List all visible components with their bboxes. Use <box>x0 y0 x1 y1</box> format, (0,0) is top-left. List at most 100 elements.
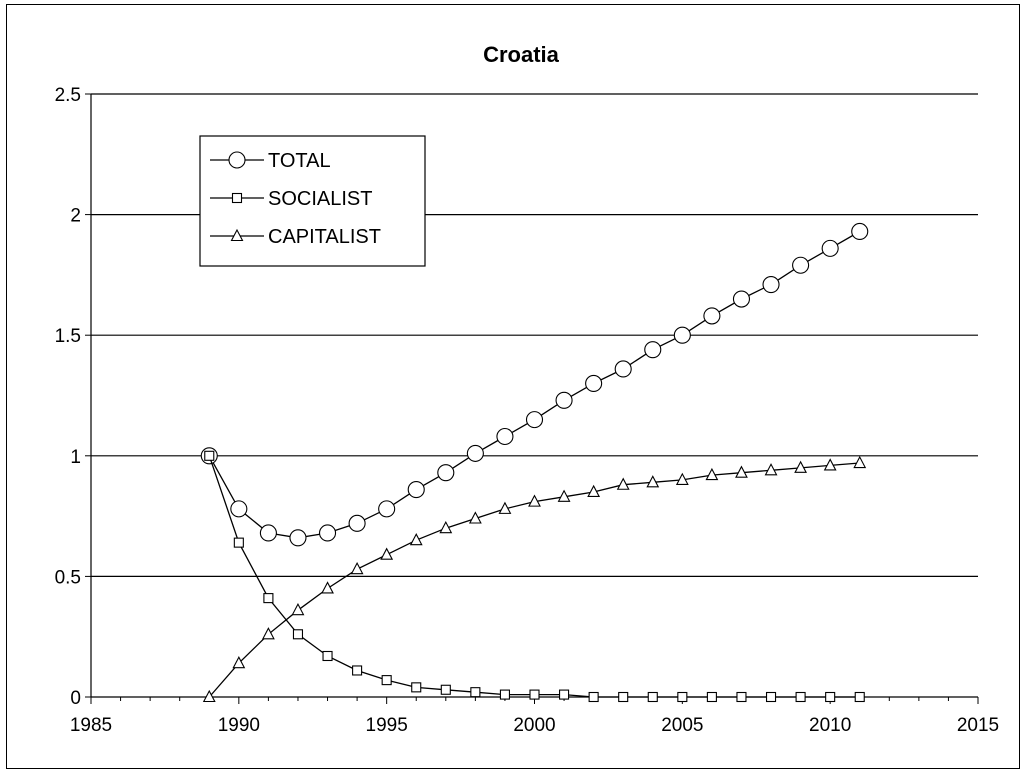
x-tick-label: 2015 <box>957 715 999 736</box>
data-point <box>318 524 337 542</box>
series-capitalist <box>202 455 867 703</box>
series-line <box>208 230 861 539</box>
data-point <box>322 650 333 662</box>
data-point <box>292 629 304 640</box>
data-point <box>525 411 544 429</box>
data-point <box>644 341 662 359</box>
axes: 0 0.5 1 1.5 2 2.5 1985 1990 1995 2000 2005 2010 2015 <box>55 85 1000 736</box>
data-point <box>555 391 573 409</box>
data-point <box>706 691 717 703</box>
legend-marker <box>230 228 244 242</box>
x-tick-label: 2010 <box>809 715 851 736</box>
data-point <box>703 307 721 325</box>
data-point <box>825 691 836 703</box>
data-point <box>350 561 364 575</box>
legend-marker <box>228 151 246 169</box>
y-tick-label: 0 <box>70 688 81 709</box>
data-point <box>321 581 334 594</box>
data-point <box>614 360 632 378</box>
data-point <box>378 500 396 518</box>
data-point <box>409 533 423 546</box>
legend-marker <box>231 192 243 204</box>
data-point <box>380 547 394 560</box>
data-point <box>588 691 599 703</box>
y-tick-label: 1.5 <box>55 326 81 347</box>
data-point <box>259 524 277 542</box>
data-point <box>762 275 780 294</box>
data-point <box>765 691 777 703</box>
data-point <box>677 691 688 703</box>
data-point <box>673 326 691 344</box>
data-point <box>528 494 541 507</box>
legend: TOTAL SOCIALIST CAPITALIST <box>199 135 426 267</box>
data-point <box>764 463 778 476</box>
y-tick-label: 1 <box>70 447 81 468</box>
y-tick-label: 2 <box>70 206 81 227</box>
data-point <box>732 290 751 308</box>
legend-item: CAPITALIST <box>210 226 381 248</box>
data-point <box>735 465 748 478</box>
legend-label: SOCIALIST <box>268 188 372 210</box>
series-socialist <box>204 450 865 703</box>
data-point <box>792 256 810 274</box>
data-point <box>559 689 570 700</box>
data-point <box>647 691 658 703</box>
y-tick-label: 2.5 <box>55 85 81 106</box>
data-point <box>381 675 392 686</box>
data-point <box>263 593 274 604</box>
chart-title: Croatia <box>483 42 560 67</box>
data-point <box>498 501 512 514</box>
y-tick-label: 0.5 <box>55 567 81 588</box>
data-point <box>352 665 363 676</box>
data-point <box>557 489 571 502</box>
data-point <box>440 684 451 695</box>
legend-label: CAPITALIST <box>268 226 381 248</box>
data-point <box>821 239 839 257</box>
data-point <box>466 444 484 462</box>
data-point <box>289 529 307 547</box>
data-point <box>261 627 275 640</box>
chart-frame <box>6 4 1020 769</box>
data-point <box>587 484 601 498</box>
data-point <box>675 472 689 485</box>
data-point <box>204 450 215 461</box>
data-point <box>823 458 837 471</box>
data-point <box>646 475 660 488</box>
data-point <box>230 500 248 518</box>
data-point <box>794 460 808 473</box>
data-point <box>705 467 719 481</box>
data-point <box>202 689 216 703</box>
data-point <box>854 691 865 703</box>
data-point <box>795 691 806 703</box>
data-point <box>291 602 305 616</box>
x-tick-label: 2000 <box>513 715 555 736</box>
legend-item: SOCIALIST <box>210 188 372 210</box>
data-point <box>232 656 246 669</box>
data-point <box>348 514 366 532</box>
data-point <box>437 464 455 482</box>
legend-label: TOTAL <box>268 150 331 172</box>
data-point <box>233 537 244 548</box>
data-point <box>470 687 481 698</box>
data-point <box>736 691 747 703</box>
data-point <box>585 374 603 392</box>
data-point <box>499 689 510 700</box>
data-point <box>616 477 630 490</box>
data-point <box>618 691 629 703</box>
data-point <box>439 520 453 534</box>
data-point <box>851 222 869 241</box>
x-tick-label: 1985 <box>70 715 112 736</box>
series-group <box>200 222 869 703</box>
gridlines <box>91 93 978 578</box>
x-tick-label: 1990 <box>218 715 260 736</box>
data-point <box>411 682 422 693</box>
data-point <box>496 427 514 446</box>
x-tick-label: 2005 <box>661 715 703 736</box>
data-point <box>407 481 425 499</box>
data-point <box>468 511 482 524</box>
data-point <box>529 689 540 700</box>
x-tick-label: 1995 <box>366 715 408 736</box>
data-point <box>853 455 867 469</box>
legend-item: TOTAL <box>210 150 331 172</box>
